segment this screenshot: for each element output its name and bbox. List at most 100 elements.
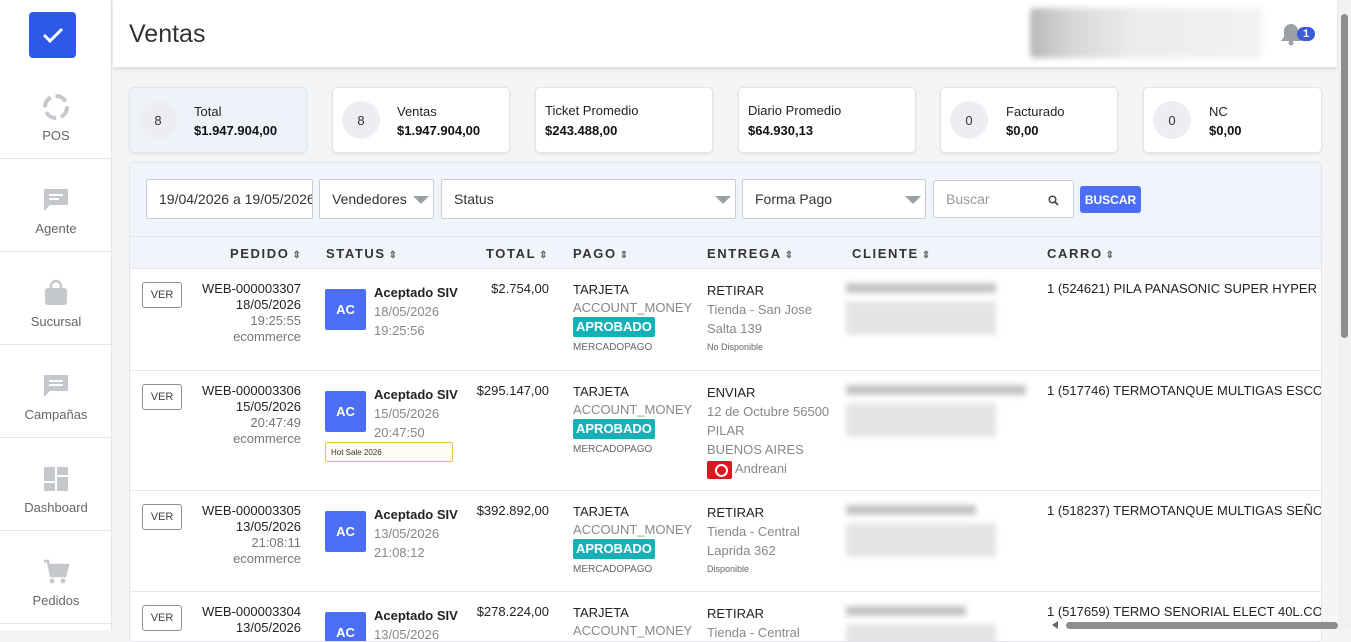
order-id[interactable]: WEB-000003306 bbox=[201, 383, 301, 398]
entrega-tipo: RETIRAR bbox=[707, 283, 765, 298]
column-header-carro[interactable]: CARRO ⇕ bbox=[1047, 246, 1115, 261]
stat-card-ventas[interactable]: 8 Ventas $1.947.904,00 bbox=[332, 87, 510, 153]
stat-value: $1.947.904,00 bbox=[397, 123, 481, 138]
sidebar-item-label: Pedidos bbox=[32, 593, 80, 608]
table-row[interactable]: VER WEB-000003307 18/05/2026 19:25:55 ec… bbox=[130, 268, 1321, 370]
sidebar-item-label: Dashboard bbox=[24, 500, 88, 515]
status-date: 15/05/2026 bbox=[374, 406, 440, 421]
search-placeholder: Buscar bbox=[946, 191, 990, 207]
order-date: 13/05/2026 bbox=[235, 519, 301, 534]
vendedores-label: Vendedores bbox=[332, 191, 407, 207]
status-date: 13/05/2026 bbox=[374, 627, 440, 642]
status-date: 13/05/2026 bbox=[374, 526, 440, 541]
stat-title: Ticket Promedio bbox=[545, 103, 639, 118]
table-row[interactable]: VER WEB-000003306 15/05/2026 20:47:49 ec… bbox=[130, 370, 1322, 490]
pago-status-badge: APROBADO bbox=[573, 419, 655, 439]
pago-status-badge: APROBADO bbox=[573, 539, 655, 559]
carro-cell: 1 (518237) TERMOTANQUE MULTIGAS SEÑORIA bbox=[1047, 503, 1322, 518]
ver-button[interactable]: VER bbox=[142, 504, 182, 530]
horizontal-scrollbar[interactable] bbox=[1050, 620, 1338, 630]
total-cell: $392.892,00 bbox=[476, 503, 549, 518]
search-input[interactable]: Buscar bbox=[933, 180, 1074, 218]
pago-tipo: TARJETA bbox=[573, 504, 629, 519]
column-header-status[interactable]: STATUS ⇕ bbox=[326, 246, 398, 261]
order-time: 20:47:49 bbox=[250, 415, 301, 430]
stat-card-diario-promedio[interactable]: Diario Promedio $64.930,13 bbox=[738, 87, 916, 153]
filters-bar: 19/04/2026 a 19/05/2026 Vendedores Statu… bbox=[130, 163, 1321, 236]
search-icon bbox=[1048, 195, 1059, 206]
status-select[interactable]: Status bbox=[441, 179, 736, 219]
table-row[interactable]: VER WEB-000003305 13/05/2026 21:08:11 ec… bbox=[130, 490, 1322, 591]
stat-card-facturado[interactable]: 0 Facturado $0,00 bbox=[940, 87, 1118, 153]
forma-pago-label: Forma Pago bbox=[755, 191, 833, 207]
column-header-total[interactable]: TOTAL ⇕ bbox=[486, 246, 548, 261]
app-logo[interactable] bbox=[29, 12, 76, 58]
sidebar-item-dashboard[interactable]: Dashboard bbox=[0, 438, 112, 531]
column-header-cliente[interactable]: CLIENTE ⇕ bbox=[852, 246, 931, 261]
date-range-input[interactable]: 19/04/2026 a 19/05/2026 bbox=[146, 179, 313, 219]
vendedores-select[interactable]: Vendedores bbox=[319, 179, 434, 219]
pago-cell: TARJETA ACCOUNT_MONEY APROBADO MERCADOPA… bbox=[573, 383, 692, 459]
buscar-button[interactable]: BUSCAR bbox=[1080, 186, 1141, 213]
status-avatar: AC bbox=[325, 612, 366, 641]
message-icon bbox=[41, 371, 71, 401]
cliente-cell bbox=[846, 279, 1031, 343]
entrega-tipo: RETIRAR bbox=[707, 606, 765, 621]
scrollbar-thumb[interactable] bbox=[1066, 622, 1338, 629]
order-id[interactable]: WEB-000003307 bbox=[201, 281, 301, 296]
pago-cell: TARJETA ACCOUNT_MONEY bbox=[573, 604, 692, 640]
pago-cell: TARJETA ACCOUNT_MONEY APROBADO MERCADOPA… bbox=[573, 503, 692, 579]
bell-icon[interactable] bbox=[1280, 22, 1302, 46]
ver-button[interactable]: VER bbox=[142, 282, 182, 308]
sidebar-item-sucursal[interactable]: Sucursal bbox=[0, 252, 112, 345]
status-time: 19:25:56 bbox=[374, 323, 425, 338]
forma-pago-select[interactable]: Forma Pago bbox=[742, 179, 926, 219]
stat-card-ticket-promedio[interactable]: Ticket Promedio $243.488,00 bbox=[535, 87, 713, 153]
order-id[interactable]: WEB-000003304 bbox=[201, 604, 301, 619]
user-profile[interactable] bbox=[1030, 8, 1262, 58]
entrega-note: No Disponible bbox=[707, 342, 764, 352]
status-text: Aceptado SIV bbox=[374, 387, 458, 402]
sidebar-item-pedidos[interactable]: Pedidos bbox=[0, 531, 112, 624]
sidebar-item-label: POS bbox=[42, 128, 70, 143]
status-avatar: AC bbox=[325, 511, 366, 552]
pedido-cell: WEB-000003305 13/05/2026 21:08:11 ecomme… bbox=[202, 503, 301, 567]
order-id[interactable]: WEB-000003305 bbox=[201, 503, 301, 518]
stat-title: NC bbox=[1209, 104, 1228, 119]
pago-proveedor: MERCADOPAGO bbox=[573, 564, 653, 575]
entrega-line: Tienda - San Jose bbox=[707, 302, 813, 317]
stat-card-total[interactable]: 8 Total $1.947.904,00 bbox=[129, 87, 307, 153]
chat-icon bbox=[41, 185, 71, 215]
status-time: 20:47:50 bbox=[374, 425, 425, 440]
notification-badge: 1 bbox=[1297, 27, 1316, 41]
total-cell: $2.754,00 bbox=[491, 281, 549, 296]
stat-value: $243.488,00 bbox=[545, 123, 618, 138]
order-time: 19:25:55 bbox=[250, 313, 301, 328]
sidebar-item-pos[interactable]: POS bbox=[0, 66, 112, 159]
pos-ring-icon bbox=[41, 92, 71, 122]
sidebar-item-agente[interactable]: Agente bbox=[0, 159, 112, 252]
pedido-cell: WEB-000003307 18/05/2026 19:25:55 ecomme… bbox=[202, 281, 301, 345]
sort-icon: ⇕ bbox=[539, 250, 548, 261]
pago-tipo: TARJETA bbox=[573, 605, 629, 620]
status-cell: Aceptado SIV 18/05/2026 19:25:56 bbox=[374, 283, 458, 340]
column-header-pedido[interactable]: PEDIDO ⇕ bbox=[230, 246, 301, 261]
pago-tipo: TARJETA bbox=[573, 282, 629, 297]
ver-button[interactable]: VER bbox=[142, 605, 182, 631]
carro-cell: 1 (517746) TERMOTANQUE MULTIGAS ESCORIA bbox=[1047, 383, 1322, 398]
order-channel: ecommerce bbox=[233, 431, 301, 446]
column-header-entrega[interactable]: ENTREGA ⇕ bbox=[707, 246, 794, 261]
column-header-pago[interactable]: PAGO ⇕ bbox=[573, 246, 629, 261]
entrega-tipo: RETIRAR bbox=[707, 505, 765, 520]
scroll-left-arrow-icon[interactable] bbox=[1052, 621, 1058, 629]
order-time: 21:08:11 bbox=[251, 535, 301, 550]
stat-value: $0,00 bbox=[1006, 123, 1039, 138]
ver-button[interactable]: VER bbox=[142, 384, 182, 410]
sidebar-item-campanas[interactable]: Campañas bbox=[0, 345, 112, 438]
table-row[interactable]: VER WEB-000003304 13/05/2026 AC Aceptado… bbox=[130, 591, 1321, 642]
entrega-line: Laprida 362 bbox=[707, 543, 776, 558]
stat-card-nc[interactable]: 0 NC $0,00 bbox=[1143, 87, 1322, 153]
vertical-scrollbar[interactable] bbox=[1338, 0, 1351, 630]
status-text: Aceptado SIV bbox=[374, 507, 458, 522]
entrega-line: Tienda - Central bbox=[707, 625, 800, 640]
